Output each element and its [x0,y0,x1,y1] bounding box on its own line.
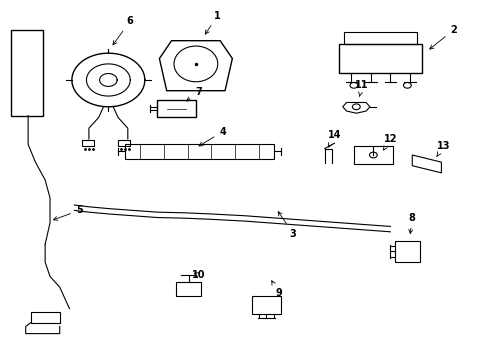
Text: 14: 14 [327,130,341,147]
Text: 6: 6 [113,16,133,45]
Text: 8: 8 [408,212,415,234]
Bar [125,144,273,158]
Text: 5: 5 [53,205,82,220]
Text: 3: 3 [278,212,296,239]
Text: 4: 4 [199,127,225,146]
Bar [157,100,196,117]
Bar [81,140,94,146]
Text: 11: 11 [355,80,368,96]
Bar [118,140,130,146]
Bar [344,32,416,44]
Bar [30,312,60,323]
Bar [394,241,419,262]
Text: 9: 9 [271,281,282,297]
Bar [176,282,201,296]
Text: 13: 13 [436,141,449,156]
Text: 7: 7 [186,87,201,101]
Text: 1: 1 [205,11,221,34]
Text: 12: 12 [383,134,396,150]
Text: 10: 10 [191,270,204,280]
Bar [251,296,281,314]
Text: 2: 2 [429,25,456,49]
